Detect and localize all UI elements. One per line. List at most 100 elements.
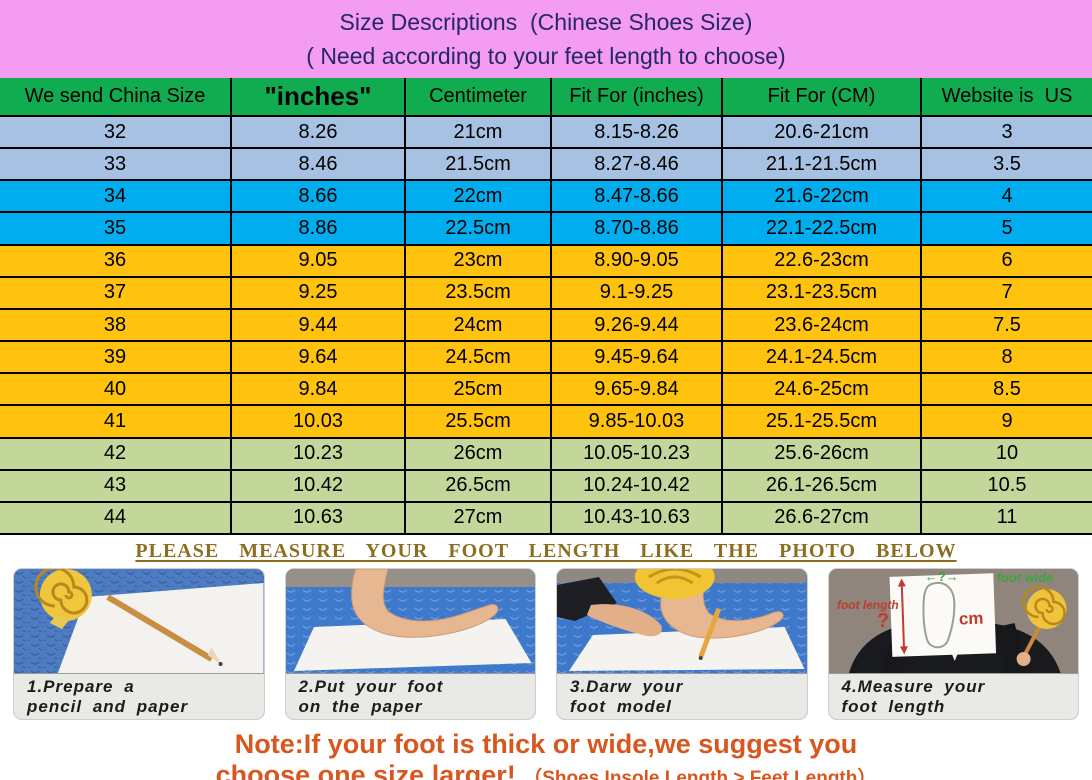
table-cell: 27cm [404, 502, 550, 534]
table-cell: 44 [103, 506, 127, 529]
column-header-centimeter: Centimeter [404, 78, 550, 115]
table-row: 33 8.46 21.5cm 8.27-8.46 21.1-21.5cm 3.5 [0, 149, 1092, 182]
table-cell: 9.05 [230, 245, 404, 276]
note-line2-main: choose one size larger! [215, 760, 516, 780]
table-row: 40 9.84 25cm 9.65-9.84 24.6-25cm 8.5 [0, 374, 1092, 407]
table-cell: 9.85-10.03 [550, 406, 721, 437]
table-cell: 10.5 [920, 470, 1092, 501]
sleeve-shape [557, 577, 617, 621]
table-row: 32 8.26 21cm 8.15-8.26 20.6-21cm 3 [0, 117, 1092, 150]
table-cell: 9 [920, 406, 1092, 437]
step-caption: 3.Darw your foot model [557, 673, 807, 719]
table-row: 44 10.63 27cm 10.43-10.63 26.6-27cm 11 [0, 502, 1092, 536]
table-cell: 34 [103, 184, 127, 207]
step-photo-4: cm foot length ? ←?→ foot wide 4.Measure… [827, 568, 1079, 720]
paper-shape [889, 573, 996, 657]
table-cell: 9.45-9.64 [550, 342, 721, 373]
table-cell: 21.5cm [404, 149, 550, 180]
table-cell: 41 [103, 409, 127, 432]
table-cell: 10.24-10.42 [550, 470, 721, 501]
table-cell: 7 [920, 277, 1092, 308]
table-cell: 21cm [404, 117, 550, 148]
step-2-illustration [285, 569, 535, 673]
table-cell: 8.27-8.46 [550, 149, 721, 180]
table-cell: 10 [920, 438, 1092, 469]
table-cell: 10.03 [230, 406, 404, 437]
table-header-row: We send China Size "inches" Centimeter F… [0, 78, 1092, 117]
table-cell: 9.1-9.25 [550, 277, 721, 308]
table-cell: 33 [103, 152, 127, 175]
step-caption-line1: 4.Measure your [841, 677, 986, 696]
table-cell: 9.26-9.44 [550, 309, 721, 341]
paper-shape [568, 627, 805, 671]
table-cell: 5 [920, 213, 1092, 244]
lollipop-icon [634, 569, 715, 599]
table-cell: 3 [920, 117, 1092, 148]
foot-shape [350, 569, 498, 638]
note-line2: choose one size larger! （Shoes Insole Le… [0, 759, 1092, 780]
table-cell: 8.46 [230, 149, 404, 180]
table-cell: 8.26 [230, 117, 404, 148]
step-caption-line2: foot length [841, 697, 946, 716]
table-cell: 24cm [404, 309, 550, 341]
table-cell: 23.1-23.5cm [721, 277, 920, 308]
table-cell: 26.5cm [404, 470, 550, 501]
step-caption: 2.Put your foot on the paper [285, 673, 535, 719]
table-cell: 38 [103, 313, 127, 336]
table-cell: 36 [103, 249, 127, 272]
table-cell: 21.1-21.5cm [721, 149, 920, 180]
table-cell: 9.64 [230, 342, 404, 373]
table-cell: 10.63 [230, 502, 404, 534]
step-photo-2: 2.Put your foot on the paper [284, 568, 536, 720]
table-cell: 22.1-22.5cm [721, 213, 920, 244]
table-cell: 22.6-23cm [721, 245, 920, 276]
table-cell: 9.25 [230, 277, 404, 308]
table-cell: 40 [103, 377, 127, 400]
table-cell: 8.70-8.86 [550, 213, 721, 244]
table-cell: 42 [103, 442, 127, 465]
table-cell: 32 [103, 120, 127, 143]
table-cell: 23.5cm [404, 277, 550, 308]
column-header-fit-cm: Fit For (CM) [721, 78, 920, 115]
table-cell: 10.23 [230, 438, 404, 469]
table-row: 35 8.86 22.5cm 8.70-8.86 22.1-22.5cm 5 [0, 213, 1092, 246]
note-line2-paren: （Shoes Insole Length > Feet Length） [523, 768, 877, 780]
measure-heading: PLEASE MEASURE YOUR FOOT LENGTH LIKE THE… [135, 540, 957, 562]
table-cell: 9.65-9.84 [550, 374, 721, 405]
column-header-us-size: Website is US [920, 78, 1092, 115]
table-cell: 22cm [404, 181, 550, 212]
step-caption-line2: foot model [570, 697, 672, 716]
table-cell: 4 [920, 181, 1092, 212]
width-arrows-label: ←?→ [924, 569, 958, 584]
table-cell: 23cm [404, 245, 550, 276]
table-cell: 24.5cm [404, 342, 550, 373]
length-question-mark: ? [876, 610, 888, 632]
table-cell: 9.44 [230, 309, 404, 341]
table-cell: 23.6-24cm [721, 309, 920, 341]
step-photo-1: 1.Prepare a pencil and paper [13, 568, 265, 720]
table-cell: 25.6-26cm [721, 438, 920, 469]
pencil-icon [106, 594, 214, 662]
step-4-illustration: cm foot length ? ←?→ foot wide [828, 569, 1078, 673]
hand-shape [586, 604, 662, 637]
table-cell: 10.43-10.63 [550, 502, 721, 534]
table-row: 34 8.66 22cm 8.47-8.66 21.6-22cm 4 [0, 181, 1092, 214]
foot-length-label: foot length [836, 598, 898, 612]
step-3-illustration [557, 569, 807, 673]
column-header-inches: "inches" [230, 78, 404, 115]
table-cell: 39 [103, 345, 127, 368]
table-cell: 7.5 [920, 309, 1092, 341]
title-band: Size Descriptions (Chinese Shoes Size) (… [0, 0, 1092, 78]
table-cell: 8 [920, 342, 1092, 373]
step-caption-line2: on the paper [298, 697, 423, 716]
table-row: 41 10.03 25.5cm 9.85-10.03 25.1-25.5cm 9 [0, 406, 1092, 439]
table-cell: 8.66 [230, 181, 404, 212]
table-cell: 24.6-25cm [721, 374, 920, 405]
lollipop-icon [1016, 585, 1067, 666]
paper-shape [293, 619, 532, 671]
step-caption: 1.Prepare a pencil and paper [14, 673, 264, 719]
step-caption: 4.Measure your foot length [828, 673, 1078, 719]
table-row: 36 9.05 23cm 8.90-9.05 22.6-23cm 6 [0, 245, 1092, 278]
foot-wide-label: foot wide [996, 570, 1053, 585]
